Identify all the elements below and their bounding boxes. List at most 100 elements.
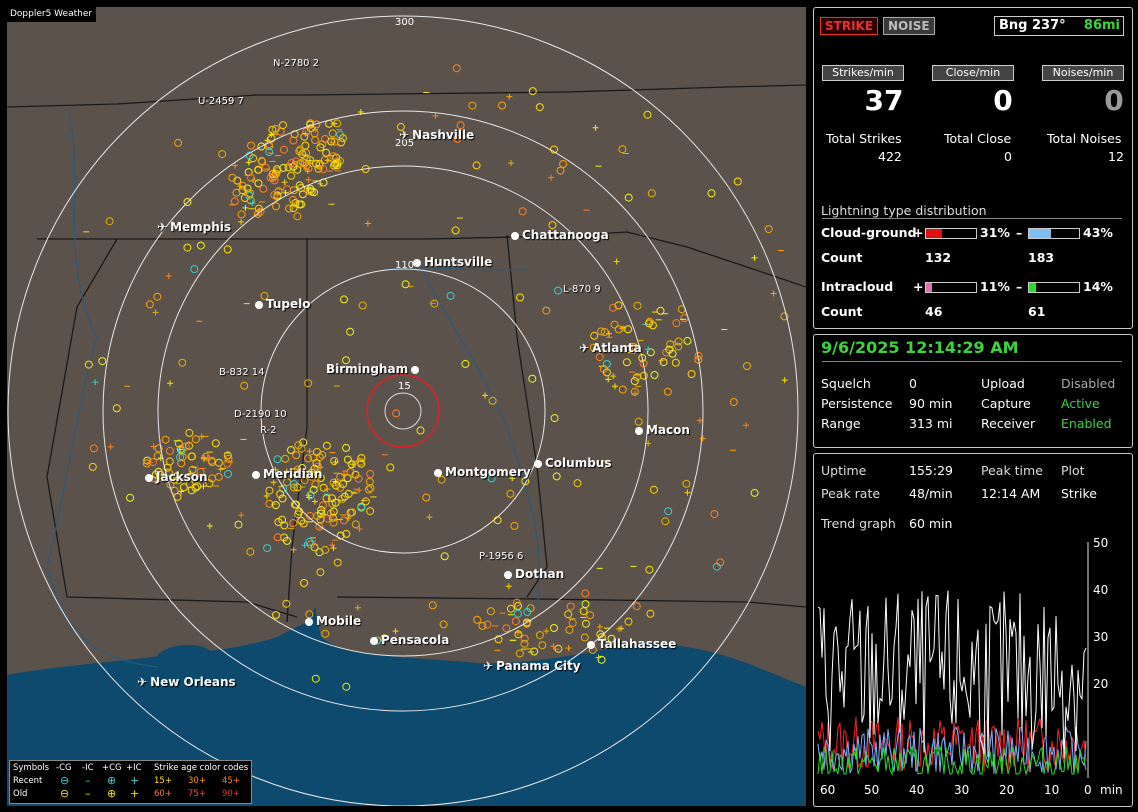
strike-marker <box>439 620 448 629</box>
strike-marker <box>107 443 114 450</box>
strike-marker <box>289 204 298 213</box>
persistence-value[interactable]: 90 min <box>909 396 953 411</box>
strike-tab[interactable]: STRIKE <box>820 17 879 35</box>
noises-min-button[interactable]: Noises/min <box>1042 65 1124 81</box>
strike-marker <box>343 455 352 464</box>
close-min-button[interactable]: Close/min <box>932 65 1014 81</box>
plot-value[interactable]: Strike <box>1061 486 1097 501</box>
capture-value[interactable]: Active <box>1061 396 1100 411</box>
noise-tab[interactable]: NOISE <box>883 17 935 35</box>
upload-value[interactable]: Disabled <box>1061 376 1116 391</box>
strike-marker <box>224 470 232 478</box>
strike-marker <box>198 433 205 440</box>
city-dot-icon <box>534 460 542 468</box>
strike-marker <box>482 392 489 399</box>
cell-label-l[interactable]: L-870 9 <box>563 284 601 295</box>
strike-marker <box>472 161 481 170</box>
cell-label-n[interactable]: N-2780 2 <box>273 58 320 69</box>
strike-marker <box>285 204 294 213</box>
strike-marker <box>361 497 370 506</box>
range-label: Range <box>821 416 861 431</box>
total-close-label: Total Close <box>944 131 1012 146</box>
strike-marker <box>354 604 361 611</box>
strike-marker <box>292 157 301 166</box>
cg-negative-bar <box>1028 228 1080 239</box>
strike-marker <box>230 197 239 206</box>
ring-label-300: 300 <box>395 17 415 28</box>
range-value[interactable]: 313 mi <box>909 416 953 431</box>
strike-marker <box>618 145 627 154</box>
strike-marker <box>659 358 668 367</box>
strike-marker <box>568 618 577 627</box>
cell-label-b[interactable]: B-832 14 <box>219 367 265 378</box>
trend-graph-value[interactable]: 60 min <box>909 516 953 531</box>
strike-marker <box>324 486 331 493</box>
strike-marker <box>268 125 277 134</box>
strike-marker <box>322 494 331 503</box>
strike-marker <box>602 360 611 368</box>
strike-marker <box>290 546 297 553</box>
strike-marker <box>729 398 738 406</box>
ic-negative-count: 61 <box>1028 304 1046 319</box>
strike-marker <box>351 520 360 529</box>
strike-marker <box>356 487 363 494</box>
old-neg-ic-icon: – <box>85 787 91 800</box>
strike-marker <box>232 188 241 197</box>
strike-marker <box>188 452 196 461</box>
strike-marker <box>656 306 665 315</box>
strike-marker <box>645 346 652 353</box>
cell-label-d[interactable]: D-2190 10 <box>234 409 287 420</box>
strike-marker <box>602 368 611 377</box>
ring-label-110: 110 <box>395 260 415 271</box>
cloud-ground-label: Cloud-ground <box>821 225 917 240</box>
strike-marker <box>316 143 325 152</box>
strike-marker <box>579 607 588 616</box>
strike-marker <box>607 634 616 643</box>
cell-label-r[interactable]: R-2 <box>260 425 277 436</box>
strike-marker <box>328 499 337 508</box>
strike-marker <box>301 542 308 549</box>
strike-marker <box>452 64 461 73</box>
strike-marker <box>661 517 670 526</box>
strike-marker <box>240 381 249 390</box>
strike-marker <box>306 494 313 501</box>
strike-marker <box>228 173 237 182</box>
strike-marker <box>281 179 288 186</box>
strike-marker <box>300 132 309 141</box>
squelch-value[interactable]: 0 <box>909 376 917 391</box>
ic-positive-bar <box>925 282 977 293</box>
strike-marker <box>522 619 531 628</box>
cell-label-p[interactable]: P-1956 6 <box>479 551 524 562</box>
strikes-min-button[interactable]: Strikes/min <box>822 65 904 81</box>
strike-marker <box>597 655 606 664</box>
recent-pos-cg-icon: ⊕ <box>107 774 117 787</box>
city-label: Chattanooga <box>522 228 609 242</box>
peak-rate-value: 48/min <box>909 486 953 501</box>
cell-label-u[interactable]: U-2459 7 <box>198 96 244 107</box>
strike-marker <box>259 184 268 193</box>
receiver-value[interactable]: Enabled <box>1061 416 1112 431</box>
strike-marker <box>518 207 527 216</box>
strike-marker <box>514 602 522 610</box>
strike-marker <box>743 422 750 429</box>
strike-marker <box>206 523 213 530</box>
age-90: 90+ <box>222 789 240 799</box>
recent-neg-ic-icon: – <box>85 774 91 787</box>
strike-marker <box>265 148 274 157</box>
ic-positive-pct: 11% <box>980 279 1010 294</box>
strike-marker <box>330 457 339 465</box>
strike-marker <box>161 435 170 444</box>
strike-marker <box>520 639 529 648</box>
strike-marker <box>666 340 675 349</box>
strike-marker <box>614 346 621 353</box>
strike-marker <box>342 682 351 691</box>
strike-marker <box>172 472 181 481</box>
strike-marker <box>605 376 612 383</box>
lightning-map[interactable]: Doppler5 Weather 300 205 110 15 ✈ Nashvil… <box>7 7 806 806</box>
strike-marker <box>629 346 638 355</box>
trend-panel: Uptime 155:29 Peak time Plot Peak rate 4… <box>813 453 1133 807</box>
strike-marker <box>214 472 223 481</box>
peak-time-label: Peak time <box>981 463 1043 478</box>
city-dothan: Dothan <box>504 567 564 581</box>
ic-negative-pct: 14% <box>1083 279 1113 294</box>
